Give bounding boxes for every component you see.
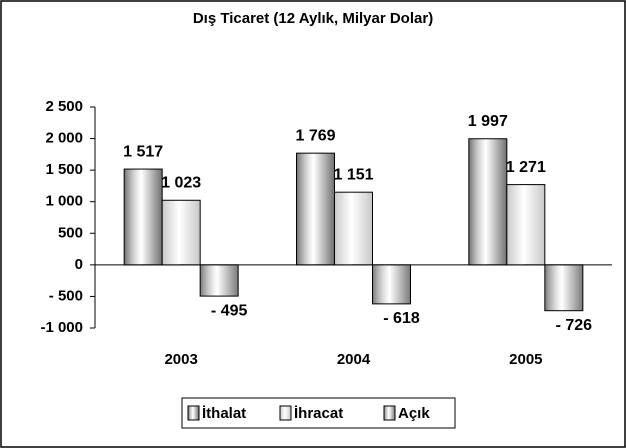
value-label: 1 769: [295, 127, 335, 144]
y-tick-label: - 500: [49, 287, 83, 304]
bar: [123, 168, 163, 266]
y-tick-label: 2 500: [45, 98, 83, 115]
bar: [161, 199, 201, 266]
legend-label: Açık: [398, 405, 430, 422]
value-label: 1 271: [506, 159, 546, 176]
y-tick-label: 1 000: [45, 193, 83, 210]
bar: [544, 264, 584, 312]
value-label: - 618: [383, 310, 420, 327]
legend-swatch: [279, 405, 292, 421]
y-tick-label: 0: [75, 256, 83, 273]
value-label: - 495: [211, 302, 248, 319]
legend-swatch: [187, 405, 200, 421]
chart-title: Dış Ticaret (12 Aylık, Milyar Dolar): [193, 10, 433, 27]
bar: [506, 184, 546, 266]
legend-label: İthalat: [202, 405, 246, 422]
bar: [199, 264, 239, 297]
value-label: 1 151: [333, 166, 373, 183]
x-tick-label: 2003: [164, 351, 197, 368]
y-tick-label: 500: [58, 224, 83, 241]
bar: [468, 138, 508, 266]
y-tick-label: 1 500: [45, 161, 83, 178]
value-label: - 726: [556, 317, 593, 334]
bar: [296, 152, 335, 266]
legend-box: [181, 397, 456, 429]
value-label: 1 517: [123, 143, 163, 160]
x-tick-label: 2004: [337, 351, 371, 368]
bar: [334, 191, 373, 266]
y-tick-label: -1 000: [40, 319, 83, 336]
x-tick-label: 2005: [509, 351, 542, 368]
bar: [372, 264, 411, 305]
value-label: 1 023: [161, 174, 201, 191]
y-tick-label: 2 000: [45, 130, 83, 147]
value-label: 1 997: [468, 113, 508, 130]
legend-label: İhracat: [294, 405, 343, 422]
legend-swatch: [383, 405, 396, 421]
